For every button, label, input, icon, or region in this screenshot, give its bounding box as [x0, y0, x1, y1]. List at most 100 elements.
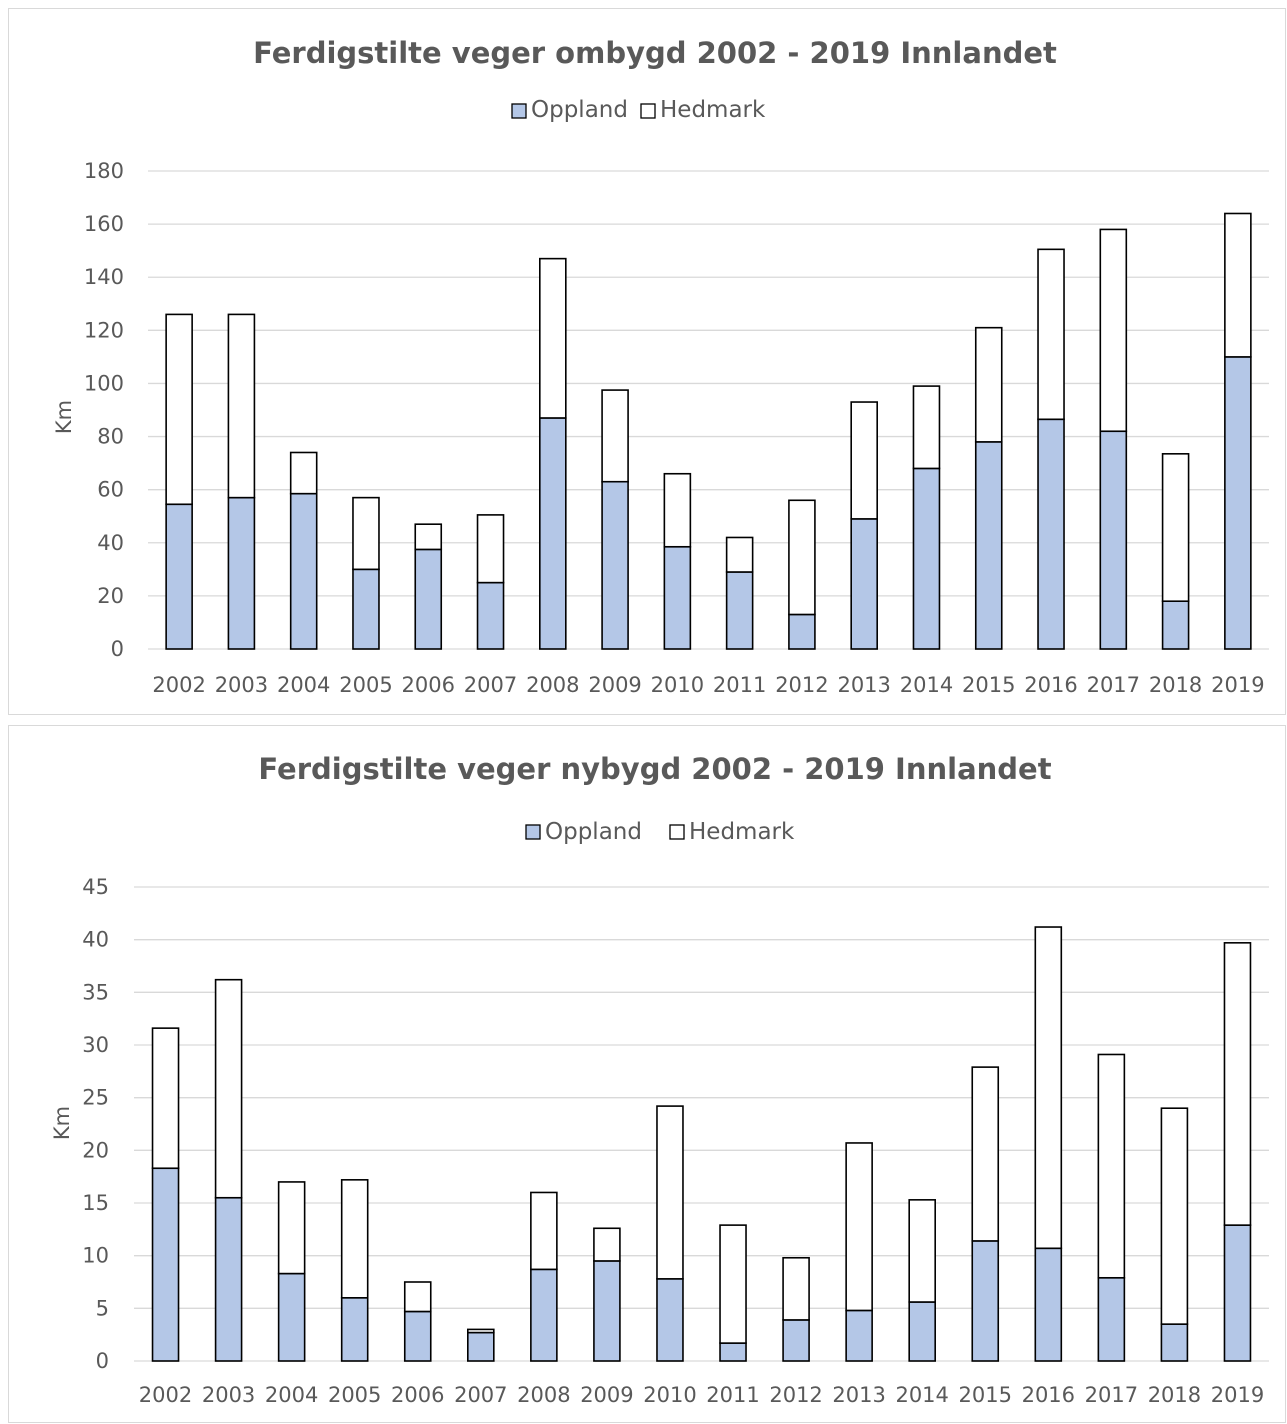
x-tick-label: 2015: [959, 1383, 1012, 1407]
chart-title: Ferdigstilte veger nybygd 2002 - 2019 In…: [258, 752, 1051, 786]
bar-oppland-2017: [1097, 1276, 1126, 1362]
bar-hedmark-2019: [1223, 942, 1252, 1226]
bar-oppland-2017: [1099, 430, 1128, 650]
bar-oppland-2015: [971, 1240, 1000, 1362]
x-tick-label: 2006: [391, 1383, 444, 1407]
bar-oppland-2002: [151, 1167, 180, 1362]
bar-oppland-2006: [414, 548, 443, 650]
bar-hedmark-2004: [277, 1181, 306, 1275]
x-tick-label: 2003: [215, 673, 268, 697]
plot-area: 0 20 40 60 80 100 120 140 160 180 2002 2003 2004 2005…: [84, 159, 1269, 697]
y-tick-label: 15: [82, 1191, 109, 1215]
bar-hedmark-2016: [1037, 248, 1065, 421]
bar-oppland-2014: [908, 1301, 936, 1362]
bar-oppland-2005: [340, 1296, 369, 1362]
legend-swatch-oppland: [511, 103, 527, 119]
bar-hedmark-2008: [539, 257, 567, 419]
y-tick-label: 140: [84, 265, 124, 289]
bar-hedmark-2005: [340, 1179, 369, 1299]
x-tick-label: 2005: [328, 1383, 381, 1407]
legend-swatch-oppland: [525, 824, 541, 840]
y-tick-label: 60: [97, 478, 124, 502]
bar-oppland-2018: [1161, 600, 1190, 650]
x-tick-label: 2011: [713, 673, 766, 697]
x-tick-label: 2014: [900, 673, 953, 697]
y-tick-label: 0: [96, 1349, 109, 1373]
chart-title: Ferdigstilte veger ombygd 2002 - 2019 In…: [253, 36, 1057, 70]
bar-hedmark-2009: [601, 389, 629, 483]
y-tick-label: 80: [97, 425, 124, 449]
bar-hedmark-2012: [782, 1256, 810, 1321]
bar-oppland-2005: [352, 568, 380, 650]
bar-hedmark-2009: [593, 1227, 621, 1262]
bar-oppland-2007: [476, 581, 505, 650]
y-tick-label: 40: [97, 531, 124, 555]
bar-oppland-2015: [974, 441, 1003, 650]
bar-oppland-2019: [1223, 1224, 1252, 1362]
y-tick-label: 100: [84, 371, 124, 395]
x-tick-label: 2018: [1148, 1383, 1201, 1407]
legend-label-oppland: Oppland: [531, 97, 628, 123]
bar-hedmark-2014: [908, 1199, 936, 1303]
y-tick-label: 35: [82, 980, 109, 1004]
bar-hedmark-2015: [971, 1066, 1000, 1242]
bar-hedmark-2006: [414, 523, 443, 551]
y-tick-label: 25: [82, 1086, 109, 1110]
y-tick-label: 180: [84, 159, 124, 183]
y-tick-label: 20: [97, 584, 124, 608]
bar-hedmark-2011: [725, 536, 754, 573]
bar-hedmark-2012: [788, 499, 816, 616]
y-tick-label: 20: [82, 1138, 109, 1162]
bar-oppland-2011: [725, 571, 754, 650]
bar-hedmark-2011: [719, 1224, 747, 1344]
legend-label-oppland: Oppland: [545, 819, 642, 845]
y-axis-label: Km: [50, 1106, 74, 1140]
y-tick-label: 160: [84, 212, 124, 236]
bar-hedmark-2017: [1097, 1053, 1126, 1279]
x-tick-label: 2005: [339, 673, 392, 697]
x-tick-label: 2002: [152, 673, 205, 697]
y-tick-label: 5: [96, 1296, 109, 1320]
y-tick-label: 30: [82, 1033, 109, 1057]
legend-swatch-hedmark: [640, 103, 656, 119]
bar-hedmark-2003: [227, 313, 256, 499]
x-tick-label: 2008: [526, 673, 579, 697]
legend: Oppland Hedmark: [511, 97, 766, 123]
bar-hedmark-2013: [845, 1142, 873, 1312]
y-tick-label: 45: [82, 875, 109, 899]
x-tick-label: 2010: [643, 1383, 696, 1407]
bar-oppland-2012: [788, 613, 816, 650]
x-tick-label: 2002: [139, 1383, 192, 1407]
bar-hedmark-2003: [214, 978, 243, 1199]
legend: Oppland Hedmark: [525, 819, 795, 845]
plot-area: 0 5 10 15 20 25 30 35 40 45 2002 2003 2004 2005 2006 20…: [82, 875, 1269, 1407]
x-tick-label: 2016: [1022, 1383, 1075, 1407]
bar-oppland-2016: [1037, 418, 1065, 650]
bar-hedmark-2016: [1034, 926, 1063, 1250]
y-tick-label: 10: [82, 1244, 109, 1268]
x-tick-label: 2010: [651, 673, 704, 697]
bar-oppland-2008: [539, 417, 567, 650]
bar-oppland-2011: [719, 1342, 747, 1362]
x-tick-label: 2019: [1211, 673, 1264, 697]
x-tick-label: 2003: [202, 1383, 255, 1407]
x-tick-label: 2008: [517, 1383, 570, 1407]
bar-hedmark-2010: [663, 472, 692, 548]
bar-oppland-2003: [214, 1196, 243, 1362]
x-tick-label: 2014: [895, 1383, 948, 1407]
x-tick-label: 2011: [706, 1383, 759, 1407]
bar-hedmark-2015: [974, 326, 1003, 443]
x-tick-label: 2017: [1087, 673, 1140, 697]
x-tick-label: 2012: [769, 1383, 822, 1407]
x-tick-label: 2006: [402, 673, 455, 697]
bar-oppland-2004: [289, 492, 318, 650]
bar-oppland-2003: [227, 496, 256, 650]
bar-hedmark-2010: [656, 1105, 684, 1280]
bar-oppland-2009: [593, 1260, 621, 1362]
x-tick-label: 2007: [454, 1383, 507, 1407]
bar-oppland-2006: [403, 1310, 432, 1362]
y-tick-label: 0: [111, 637, 124, 661]
bar-hedmark-2002: [165, 313, 193, 506]
bar-oppland-2002: [165, 503, 193, 650]
x-tick-label: 2019: [1211, 1383, 1264, 1407]
